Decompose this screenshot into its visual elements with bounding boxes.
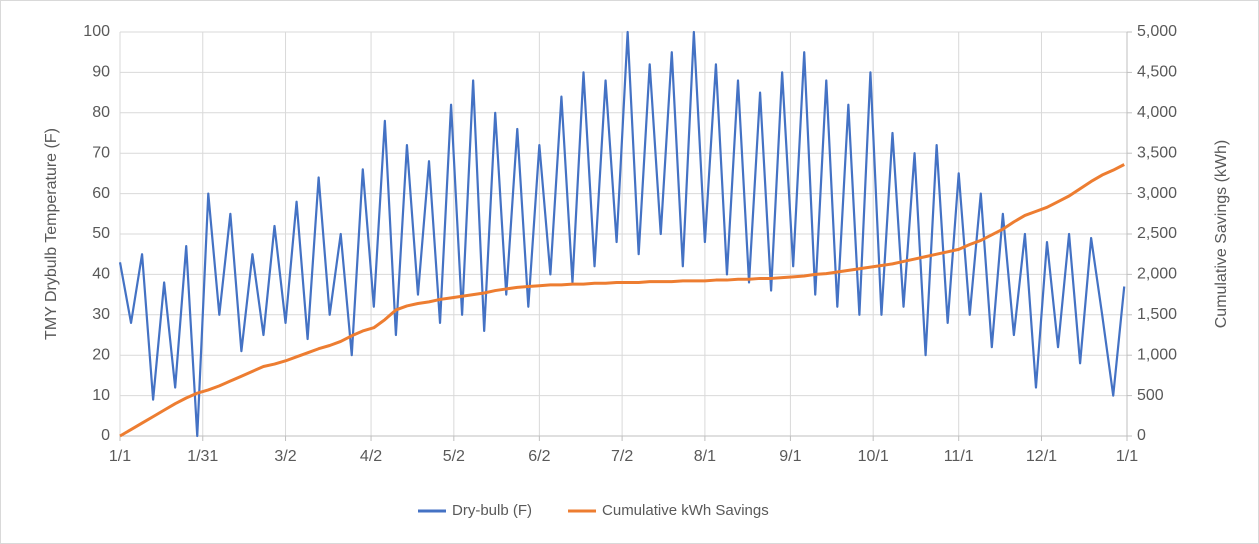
y2-axis-label: Cumulative Savings (kWh) <box>1213 140 1230 329</box>
x-tick-label: 11/1 <box>944 448 974 465</box>
y2-tick-label: 4,000 <box>1137 104 1177 121</box>
y2-tick-label: 5,000 <box>1137 23 1177 40</box>
y-tick-label: 50 <box>92 225 110 242</box>
y2-tick-label: 1,500 <box>1137 306 1177 323</box>
y2-tick-label: 1,000 <box>1137 346 1177 363</box>
x-tick-label: 1/1 <box>109 448 131 465</box>
data-line <box>119 163 1125 438</box>
y2-tick-label: 0 <box>1137 427 1146 444</box>
data-line <box>118 30 1126 438</box>
x-tick-label: 7/2 <box>611 448 633 465</box>
y-tick-label: 70 <box>92 144 110 161</box>
x-tick-label: 9/1 <box>779 448 801 465</box>
y-tick-label: 0 <box>101 427 110 444</box>
y2-tick-label: 4,500 <box>1137 64 1177 81</box>
y-axis-label: TMY Drybulb Temperature (F) <box>43 128 60 340</box>
x-tick-label: 8/1 <box>694 448 716 465</box>
x-tick-label: 1/1 <box>1116 448 1138 465</box>
y-tick-label: 20 <box>92 346 110 363</box>
y2-tick-label: 3,000 <box>1137 185 1177 202</box>
y2-tick-label: 2,500 <box>1137 225 1177 242</box>
y-tick-label: 80 <box>92 104 110 121</box>
y-tick-label: 30 <box>92 306 110 323</box>
y2-tick-label: 2,000 <box>1137 266 1177 283</box>
x-tick-label: 1/31 <box>187 448 218 465</box>
y2-tick-label: 3,500 <box>1137 144 1177 161</box>
x-tick-label: 6/2 <box>528 448 550 465</box>
y-tick-label: 40 <box>92 266 110 283</box>
y-tick-label: 90 <box>92 64 110 81</box>
x-tick-label: 4/2 <box>360 448 382 465</box>
x-tick-label: 5/2 <box>443 448 465 465</box>
legend-label: Dry-bulb (F) <box>452 502 532 519</box>
x-tick-label: 3/2 <box>274 448 296 465</box>
y-tick-label: 10 <box>92 387 110 404</box>
legend-label: Cumulative kWh Savings <box>602 502 769 519</box>
y-tick-label: 60 <box>92 185 110 202</box>
x-tick-label: 12/1 <box>1026 448 1057 465</box>
y-tick-label: 100 <box>83 23 110 40</box>
y2-tick-label: 500 <box>1137 387 1164 404</box>
x-tick-label: 10/1 <box>858 448 889 465</box>
